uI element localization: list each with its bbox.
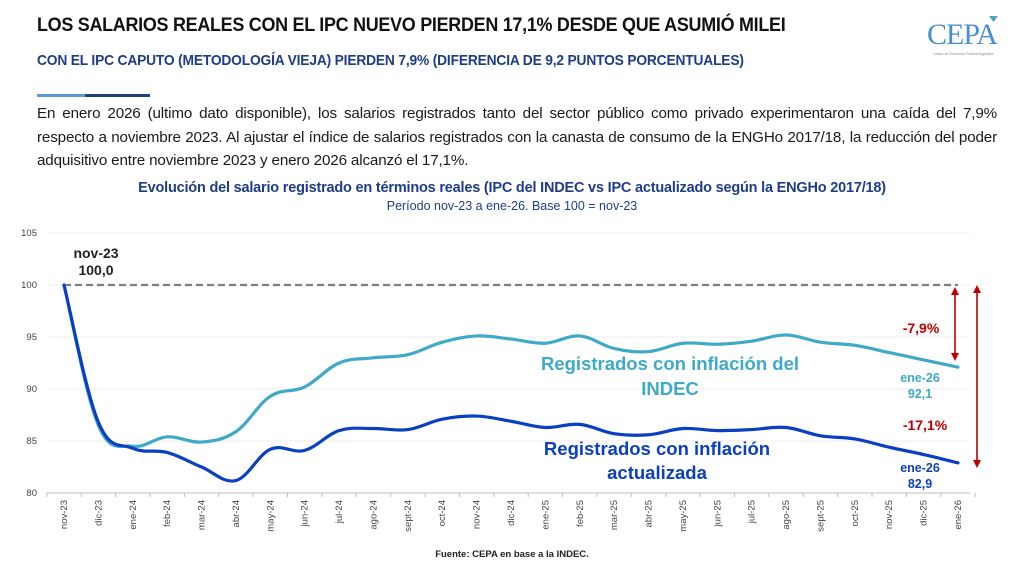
gridlines [47,232,970,442]
logo-subtext: Centro de Economía Política Argentina [933,52,994,56]
page-subtitle: CON EL IPC CAPUTO (METODOLOGÍA VIEJA) PI… [37,52,744,69]
x-tick-label: dic-25 [919,500,930,526]
logo-text: CEPA [927,18,998,51]
y-tick-label: 105 [21,228,37,239]
x-tick-label: jun-25 [712,500,723,527]
x-axis: nov-23 dic-23 ene-24 feb-24 mar-24 abr-24 may-… [46,492,976,532]
y-tick-label: 100 [21,280,37,291]
x-tick-label: jul-24 [334,500,345,524]
x-tick-label: jun-24 [300,500,311,527]
x-tick-label: jul-25 [747,500,758,524]
series-label-indec-line1: Registrados con inflación del [541,353,799,374]
y-tick-label: 95 [26,332,37,343]
x-tick-label: mar-25 [609,500,620,530]
x-tick-label: may-25 [678,500,689,532]
end-label-actualizada-month: ene-26 [900,461,940,475]
x-tick-label: abr-24 [231,500,242,527]
x-tick-label: oct-24 [437,500,448,526]
drop-label-indec: -7,9% [903,320,940,336]
x-tick-label: dic-23 [93,500,104,526]
page-title: LOS SALARIOS REALES CON EL IPC NUEVO PIE… [37,14,786,36]
y-tick-label: 90 [26,384,37,395]
source-note: Fuente: CEPA en base a la INDEC. [435,549,589,560]
diamond-icon [989,16,998,22]
series-label-indec-line2: INDEC [641,378,699,399]
chart-title: Evolución del salario registrado en térm… [138,180,886,196]
drop-label-actualizada: -17,1% [903,417,948,433]
chart-subtitle: Período nov-23 a ene-26. Base 100 = nov-… [386,199,638,213]
series-line-indec [62,283,960,449]
cepa-logo: CEPA Centro de Economía Política Argenti… [925,16,1005,60]
start-label-month: nov-23 [73,245,118,261]
y-axis-ticks: 80 85 90 95 100 105 [21,228,37,499]
x-tick-label: ago-24 [368,500,379,530]
start-label-value: 100,0 [78,262,113,278]
x-tick-label: may-24 [265,500,276,532]
end-label-actualizada-value: 82,9 [908,477,932,491]
x-tick-label: sept-25 [815,500,826,532]
body-paragraph: En enero 2026 (ultimo dato disponible), … [37,105,997,169]
x-tick-label: nov-25 [884,500,895,529]
divider-light [37,94,85,97]
x-tick-label: ene-25 [540,500,551,530]
x-tick-label: oct-25 [850,500,861,526]
x-tick-label: sept-24 [403,500,414,532]
end-label-indec-month: ene-26 [900,371,940,385]
line-chart: 80 85 90 95 100 105 nov-23 dic-23 ene-24 feb-24 m… [21,228,981,532]
x-tick-label: mar-24 [197,500,208,530]
x-tick-label: abr-25 [644,500,655,527]
x-tick-label: ago-25 [781,500,792,530]
x-tick-label: feb-24 [162,500,173,527]
series-label-actualizada-line1: Registrados con inflación [544,438,770,459]
x-tick-label: ene-26 [953,500,964,530]
series-lines [62,283,960,483]
series-line-actualizada [62,283,960,483]
end-label-indec-value: 92,1 [908,387,932,401]
x-tick-label: dic-24 [506,500,517,526]
x-tick-label: nov-23 [59,500,70,529]
y-tick-label: 85 [26,436,37,447]
x-tick-label: nov-24 [472,500,483,529]
y-tick-label: 80 [26,488,37,499]
x-tick-label: feb-25 [575,500,586,527]
series-label-actualizada-line2: actualizada [607,462,707,483]
divider-dark [85,94,150,97]
x-tick-label: ene-24 [128,500,139,530]
